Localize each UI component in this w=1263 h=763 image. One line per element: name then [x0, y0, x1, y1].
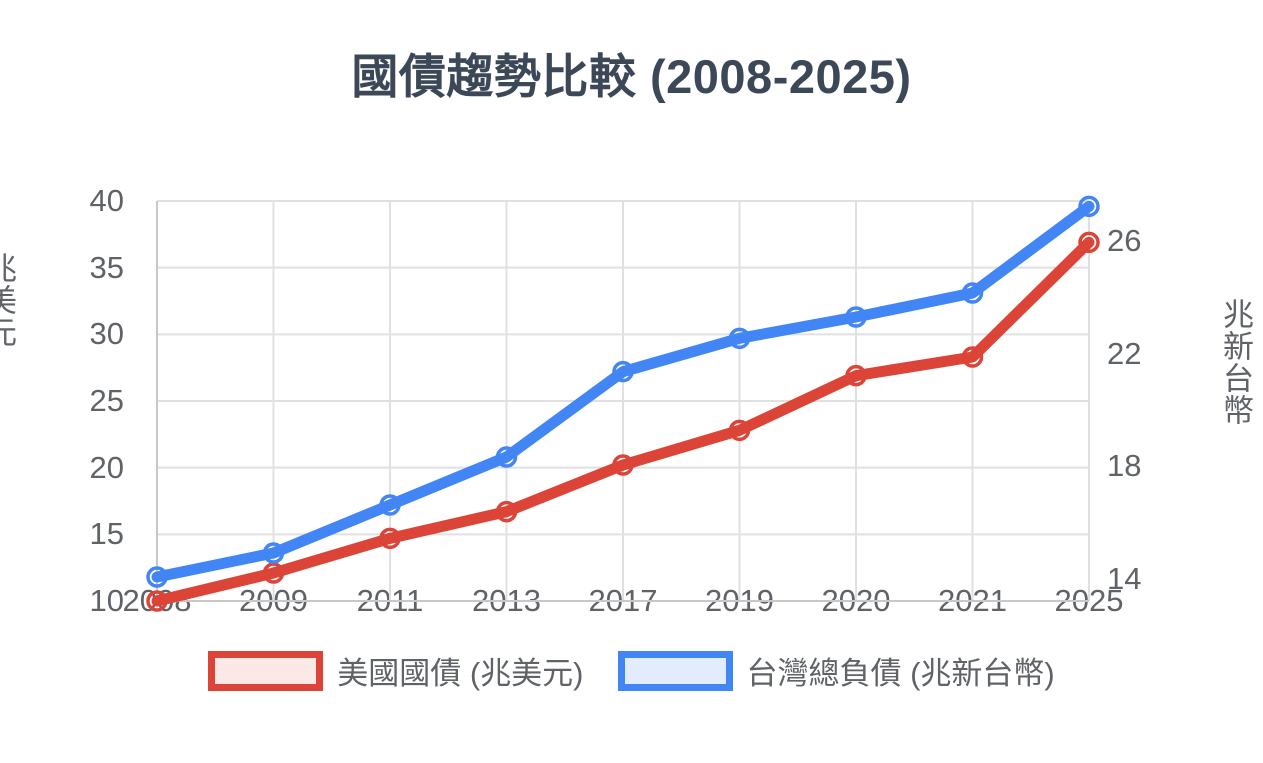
- y-axis-right-tick: 18: [1107, 448, 1142, 484]
- y-axis-right-tick: 22: [1107, 335, 1142, 371]
- series-markers: [146, 195, 1100, 612]
- y-axis-left-tick: 40: [89, 183, 124, 218]
- y-axis-left-label: 兆美元: [0, 252, 16, 348]
- data-point-marker[interactable]: [1078, 231, 1100, 254]
- y-axis-left-tick: 30: [89, 316, 124, 352]
- data-point-marker[interactable]: [146, 566, 168, 588]
- data-point-marker[interactable]: [612, 454, 634, 476]
- legend-item[interactable]: 台灣總負債 (兆新台幣): [617, 648, 1055, 693]
- axis-spine: [156, 201, 1089, 602]
- series-line: [151, 200, 1095, 583]
- series-line: [151, 236, 1095, 607]
- data-point-marker[interactable]: [728, 419, 751, 442]
- data-point-marker[interactable]: [262, 562, 285, 584]
- y-axis-left-tick: 35: [89, 249, 124, 285]
- chart-legend: 美國國債 (兆美元) 台灣總負債 (兆新台幣): [0, 648, 1263, 693]
- legend-swatch: [617, 650, 733, 691]
- data-point-marker[interactable]: [146, 590, 168, 612]
- y-axis-right-label: 兆新台幣: [1218, 298, 1253, 426]
- data-point-marker[interactable]: [961, 282, 984, 304]
- plot-svg: [146, 195, 1100, 612]
- data-point-marker[interactable]: [1078, 195, 1100, 218]
- data-point-marker[interactable]: [379, 527, 401, 550]
- data-point-marker[interactable]: [495, 446, 518, 468]
- data-point-marker[interactable]: [961, 346, 984, 368]
- y-axis-left-tick: 10: [89, 583, 124, 618]
- data-point-marker[interactable]: [728, 327, 751, 350]
- legend-item[interactable]: 美國國債 (兆美元): [208, 648, 584, 693]
- data-point-marker[interactable]: [379, 494, 401, 516]
- legend-label: 美國國債 (兆美元): [337, 656, 584, 691]
- plot-area: [146, 195, 1100, 612]
- series-lines: [151, 200, 1095, 607]
- data-point-marker[interactable]: [262, 542, 285, 564]
- data-point-marker[interactable]: [495, 500, 518, 523]
- y-axis-left-tick: 15: [89, 516, 124, 552]
- y-axis-left-tick: 20: [89, 449, 124, 485]
- data-point-marker[interactable]: [845, 364, 867, 387]
- y-axis-left-tick: 25: [89, 383, 124, 418]
- data-point-marker[interactable]: [612, 360, 634, 383]
- y-axis-right-tick: 26: [1107, 223, 1142, 258]
- chart-title: 國債趨勢比較 (2008-2025): [351, 50, 912, 103]
- y-axis-right-tick: 14: [1107, 561, 1142, 596]
- legend-label: 台灣總負債 (兆新台幣): [746, 656, 1055, 691]
- legend-swatch: [208, 650, 324, 691]
- data-point-marker[interactable]: [845, 306, 867, 328]
